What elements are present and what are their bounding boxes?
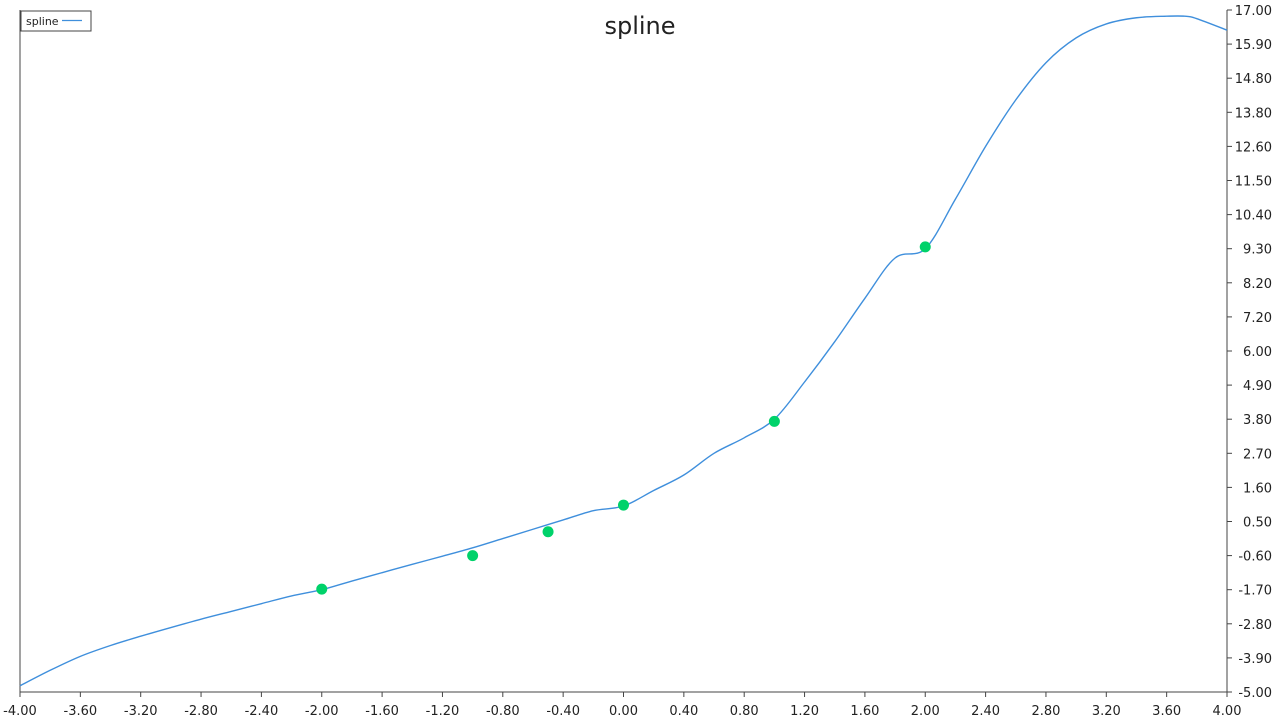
y-tick-label: 7.20 bbox=[1243, 311, 1272, 326]
x-tick-label: 1.60 bbox=[850, 704, 879, 719]
x-tick-label: -0.80 bbox=[486, 704, 520, 719]
y-tick-label: 14.80 bbox=[1235, 72, 1272, 87]
data-point bbox=[618, 499, 629, 511]
x-tick-label: 3.20 bbox=[1092, 704, 1121, 719]
y-tick-label: 12.60 bbox=[1235, 140, 1272, 155]
series-line-spline bbox=[19, 15, 1228, 687]
y-tick-label: 3.80 bbox=[1243, 413, 1272, 428]
x-tick-label: -2.00 bbox=[305, 704, 339, 719]
data-point bbox=[467, 550, 479, 562]
data-point bbox=[316, 583, 328, 595]
data-point bbox=[919, 241, 931, 253]
y-tick-label: 0.50 bbox=[1243, 516, 1272, 531]
y-tick-label: 10.40 bbox=[1235, 209, 1272, 224]
series-layer bbox=[19, 15, 1228, 687]
legend-box bbox=[20, 10, 92, 32]
chart-title: spline bbox=[604, 12, 675, 40]
x-tick-label: 2.80 bbox=[1031, 704, 1060, 719]
y-tick-label: -2.80 bbox=[1238, 618, 1272, 633]
x-tick-label: -1.60 bbox=[365, 704, 399, 719]
x-tick-label: 2.40 bbox=[971, 704, 1000, 719]
legend-entry-label: spline bbox=[26, 15, 59, 28]
y-tick-label: 17.00 bbox=[1235, 4, 1272, 19]
data-point bbox=[542, 526, 554, 538]
x-tick-label: -2.80 bbox=[184, 704, 218, 719]
y-tick-label: 4.90 bbox=[1243, 379, 1272, 394]
y-tick-label: 6.00 bbox=[1243, 345, 1272, 360]
x-tick-label: -3.20 bbox=[124, 704, 158, 719]
x-tick-label: 0.40 bbox=[669, 704, 698, 719]
x-tick-label: -3.60 bbox=[64, 704, 98, 719]
y-ticks: 17.00 15.90 14.80 13.80 12.60 11.50 10.40 9.30 8… bbox=[1227, 4, 1272, 701]
x-tick-label: 0.00 bbox=[609, 704, 638, 719]
y-tick-label: 9.30 bbox=[1243, 243, 1272, 258]
x-tick-label: -2.40 bbox=[245, 704, 279, 719]
data-point bbox=[768, 415, 780, 427]
x-tick-label: 2.00 bbox=[911, 704, 940, 719]
y-tick-label: 11.50 bbox=[1235, 175, 1272, 190]
x-tick-label: -0.40 bbox=[546, 704, 580, 719]
x-tick-label: 3.60 bbox=[1152, 704, 1181, 719]
y-tick-label: -0.60 bbox=[1238, 550, 1272, 565]
y-tick-label: 1.60 bbox=[1243, 481, 1272, 496]
y-tick-label: 8.20 bbox=[1243, 277, 1272, 292]
y-tick-label: -1.70 bbox=[1238, 584, 1272, 599]
y-tick-label: -5.00 bbox=[1238, 686, 1272, 701]
x-tick-label: 0.80 bbox=[730, 704, 759, 719]
x-ticks: -4.00 -3.60 -3.20 -2.80 -2.40 -2.00 -1.60 -1.20… bbox=[3, 692, 1241, 719]
x-tick-label: 4.00 bbox=[1213, 704, 1242, 719]
legend: spline bbox=[20, 10, 92, 32]
y-tick-label: 2.70 bbox=[1243, 447, 1272, 462]
y-tick-label: 15.90 bbox=[1235, 38, 1272, 53]
x-tick-label: 1.20 bbox=[790, 704, 819, 719]
x-tick-label: -1.20 bbox=[426, 704, 460, 719]
y-tick-label: -3.90 bbox=[1238, 652, 1272, 667]
x-tick-label: -4.00 bbox=[3, 704, 37, 719]
y-tick-label: 13.80 bbox=[1235, 106, 1272, 121]
